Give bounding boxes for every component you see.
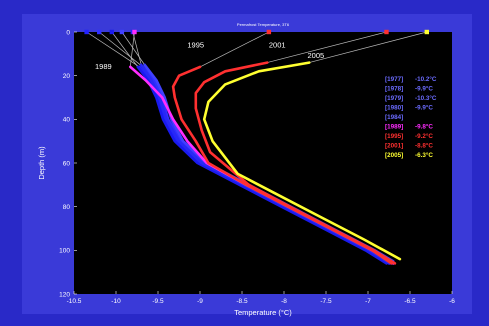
surface-marker	[97, 29, 102, 35]
year-annotation: 2005	[308, 51, 325, 60]
leader-line	[121, 31, 145, 65]
year-annotation: 2001	[269, 40, 286, 49]
x-tick-label: -10	[111, 298, 121, 305]
x-tick-label: -9.5	[152, 298, 164, 305]
y-tick-label: 20	[63, 73, 71, 80]
x-tick-label: -7	[365, 298, 371, 305]
legend-year: [1979]	[385, 95, 403, 102]
y-tick-label: 40	[63, 117, 71, 124]
legend-value: -9.9°C	[415, 104, 433, 112]
surface-marker	[84, 29, 89, 35]
y-tick-label: 100	[59, 248, 70, 255]
y-tick-label: 80	[63, 204, 71, 211]
leader-line	[267, 31, 387, 63]
leader-line	[98, 31, 144, 68]
surface-marker	[109, 29, 114, 35]
legend-year: [1978]	[385, 86, 403, 93]
legend-value: -8.8°C	[415, 142, 433, 150]
surface-marker	[119, 29, 125, 35]
legend-year: [2001]	[385, 143, 403, 150]
surface-marker	[266, 29, 272, 35]
year-annotation: 1995	[187, 40, 204, 49]
leader-line	[309, 31, 427, 63]
x-tick-label: -8.5	[236, 298, 248, 305]
leader-line	[129, 31, 135, 67]
surface-marker	[424, 29, 429, 35]
x-tick-label: -9	[197, 298, 203, 305]
leader-line	[132, 31, 142, 65]
legend-value: -9.2°C	[415, 132, 433, 140]
y-tick-label: 120	[59, 291, 70, 298]
surface-marker	[384, 29, 389, 35]
x-tick-label: -8	[281, 298, 287, 305]
legend-value: -9.9°C	[415, 85, 433, 93]
x-tick-label: -10.5	[67, 298, 82, 305]
x-axis-ticks: -10.5 -10 -9.5 -9 -8.5 -8 -7.5 -7 -6.5 -6	[67, 291, 455, 305]
legend-year: [2005]	[385, 152, 403, 159]
y-tick-label: 0	[66, 29, 70, 36]
plot-area	[74, 32, 452, 294]
y-axis-label: Depth (m)	[37, 146, 46, 180]
chart-title: Permafrost Temperature, 3T6	[237, 22, 290, 27]
series-lines	[129, 61, 402, 265]
x-tick-label: -6	[449, 298, 455, 305]
legend: [1977] -10.2°C [1978] -9.9°C [1979] -10.3°C [1…	[385, 75, 437, 159]
legend-value: -9.8°C	[415, 123, 433, 131]
x-axis-label: Temperature (°C)	[234, 308, 292, 317]
surface-marker	[132, 29, 137, 35]
leader-line	[111, 31, 139, 68]
legend-value: -10.2°C	[415, 75, 437, 83]
year-annotation: 1989	[95, 62, 112, 71]
series-line	[136, 65, 388, 265]
legend-year: [1977]	[385, 76, 403, 83]
series-line	[202, 61, 402, 261]
x-tick-label: -7.5	[320, 298, 332, 305]
series-line	[194, 61, 397, 265]
y-tick-label: 60	[63, 160, 71, 167]
legend-value: -10.3°C	[415, 94, 437, 102]
surface-markers	[84, 29, 429, 35]
legend-year: [1995]	[385, 133, 403, 140]
leader-lines	[86, 31, 427, 68]
year-annotations: 1995 2001 2005 1989	[95, 40, 324, 71]
leader-line	[199, 31, 270, 68]
legend-year: [1980]	[385, 105, 403, 112]
legend-year: [1989]	[385, 124, 403, 131]
x-tick-label: -6.5	[404, 298, 416, 305]
legend-value: -6.3°C	[415, 151, 433, 159]
legend-year: [1984]	[385, 114, 403, 121]
y-axis-ticks: 0 20 40 60 80 100 120	[59, 29, 77, 298]
